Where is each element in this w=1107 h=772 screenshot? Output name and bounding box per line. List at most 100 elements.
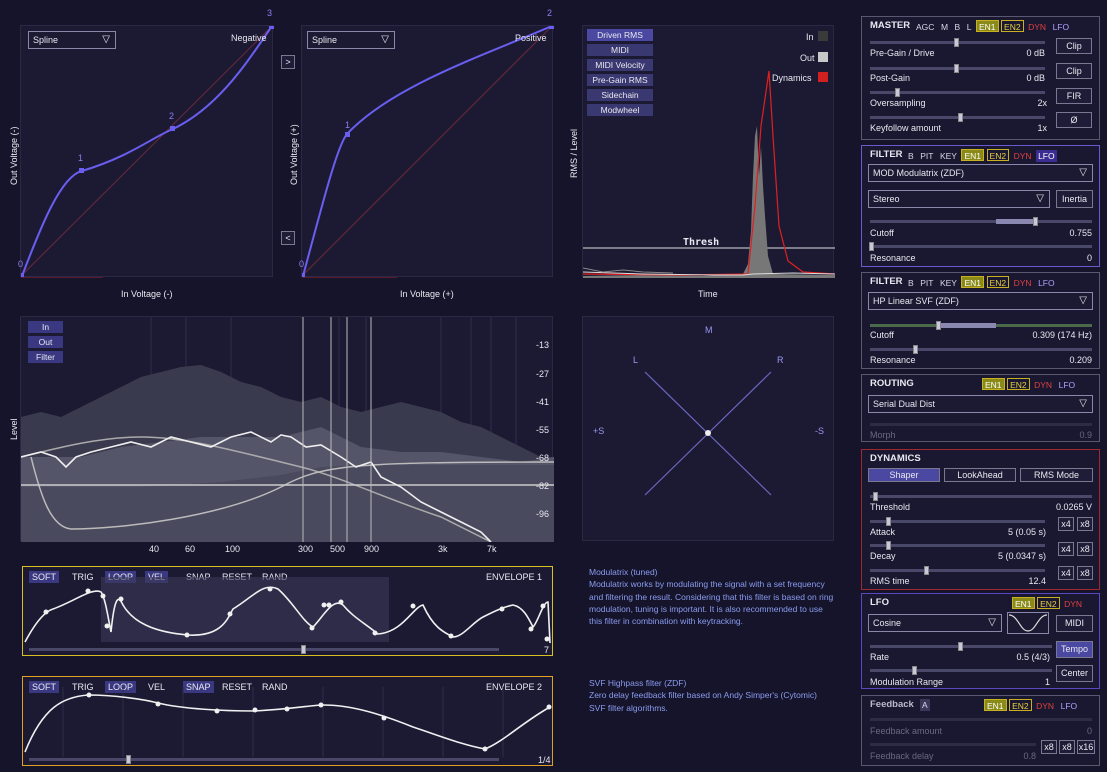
env2-soft[interactable]: SOFT bbox=[29, 681, 59, 693]
rms-x8-button[interactable]: x8 bbox=[1077, 566, 1093, 580]
feedback-x8-button-2[interactable]: x8 bbox=[1059, 740, 1075, 754]
master-chip-en2[interactable]: EN2 bbox=[1001, 20, 1024, 32]
feedback-chip-en2[interactable]: EN2 bbox=[1009, 699, 1032, 711]
env1-trig[interactable]: TRIG bbox=[72, 572, 94, 582]
spectrum-out-button[interactable]: Out bbox=[28, 336, 63, 348]
keyfollow-knob[interactable] bbox=[958, 113, 963, 122]
lfo-midi-button[interactable]: MIDI bbox=[1056, 615, 1093, 632]
env1-curve[interactable] bbox=[23, 577, 554, 647]
filter2-resonance-slider[interactable] bbox=[870, 345, 1092, 354]
feedback-chip-dyn[interactable]: DYN bbox=[1036, 701, 1055, 711]
env2-trig[interactable]: TRIG bbox=[72, 682, 94, 692]
decay-x8-button[interactable]: x8 bbox=[1077, 542, 1093, 556]
filter2-type-select[interactable]: HP Linear SVF (ZDF) ▽ bbox=[868, 292, 1093, 310]
filter2-cutoff-slider[interactable] bbox=[870, 321, 1092, 330]
feedback-chip-en1[interactable]: EN1 bbox=[984, 699, 1007, 711]
filter1-resonance-knob[interactable] bbox=[869, 242, 874, 251]
source-modwheel[interactable]: Modwheel bbox=[587, 104, 653, 116]
threshold-knob[interactable] bbox=[873, 492, 878, 501]
inertia-button[interactable]: Inertia bbox=[1056, 190, 1093, 208]
master-chip-lfo[interactable]: LFO bbox=[1052, 22, 1070, 32]
shaper-positive-curve[interactable] bbox=[302, 26, 554, 278]
filter1-chip-en1[interactable]: EN1 bbox=[961, 149, 985, 161]
env2-rand[interactable]: RAND bbox=[262, 682, 288, 692]
decay-slider[interactable] bbox=[870, 541, 1045, 550]
shaper-negative-select[interactable]: Spline ▽ bbox=[28, 31, 116, 49]
filter1-chip-key[interactable]: KEY bbox=[939, 151, 957, 161]
lfo-rate-slider[interactable] bbox=[870, 642, 1052, 651]
phase-invert-button[interactable]: Ø bbox=[1056, 112, 1092, 128]
pregain-clip-button[interactable]: Clip bbox=[1056, 38, 1092, 54]
shaper-positive-plot[interactable]: 0 1 2 bbox=[299, 8, 554, 278]
keyfollow-slider[interactable] bbox=[870, 113, 1045, 122]
env1-slider[interactable] bbox=[29, 645, 499, 654]
env2-loop[interactable]: LOOP bbox=[105, 681, 137, 693]
filter1-cutoff-slider[interactable] bbox=[870, 217, 1092, 226]
copy-left-button[interactable]: < bbox=[281, 231, 295, 245]
filter2-chip-lfo[interactable]: LFO bbox=[1038, 278, 1055, 288]
shaper-negative-plot[interactable]: 0 1 2 3 bbox=[18, 8, 274, 278]
master-chip-b[interactable]: B bbox=[954, 22, 961, 32]
master-chip-dyn[interactable]: DYN bbox=[1028, 22, 1047, 32]
lfo-chip-en2[interactable]: EN2 bbox=[1037, 597, 1060, 609]
decay-knob[interactable] bbox=[886, 541, 891, 550]
shaper-mode-button[interactable]: Shaper bbox=[868, 468, 940, 482]
master-chip-en1[interactable]: EN1 bbox=[975, 20, 999, 32]
filter2-chip-en1[interactable]: EN1 bbox=[961, 276, 985, 288]
shaper-negative-curve[interactable] bbox=[21, 26, 274, 278]
spectrum-in-button[interactable]: In bbox=[28, 321, 63, 333]
shaper-positive-select[interactable]: Spline ▽ bbox=[307, 31, 395, 49]
env2-reset[interactable]: RESET bbox=[222, 682, 253, 692]
env2-slider[interactable] bbox=[29, 755, 499, 764]
lfo-center-button[interactable]: Center bbox=[1056, 665, 1093, 682]
filter1-resonance-slider[interactable] bbox=[869, 242, 1092, 251]
oversampling-knob[interactable] bbox=[895, 88, 900, 97]
lfo-wave-select[interactable]: Cosine ▽ bbox=[868, 614, 1002, 632]
attack-slider[interactable] bbox=[870, 517, 1045, 526]
lfo-range-knob[interactable] bbox=[912, 666, 917, 675]
postgain-clip-button[interactable]: Clip bbox=[1056, 63, 1092, 79]
filter1-chip-dyn[interactable]: DYN bbox=[1013, 151, 1032, 161]
filter1-type-select[interactable]: MOD Modulatrix (ZDF) ▽ bbox=[868, 164, 1093, 182]
routing-chip-en2[interactable]: EN2 bbox=[1007, 378, 1030, 390]
filter2-chip-key[interactable]: KEY bbox=[939, 278, 957, 288]
threshold-slider[interactable] bbox=[870, 492, 1092, 501]
routing-select[interactable]: Serial Dual Dist ▽ bbox=[868, 395, 1093, 413]
rms-mode-button[interactable]: RMS Mode bbox=[1020, 468, 1093, 482]
source-midi[interactable]: MIDI bbox=[587, 44, 653, 56]
pregain-slider[interactable] bbox=[870, 38, 1045, 47]
master-chip-agc[interactable]: AGC bbox=[916, 22, 935, 32]
oversampling-slider[interactable] bbox=[870, 88, 1045, 97]
spectrum-filter-button[interactable]: Filter bbox=[28, 351, 63, 363]
routing-chip-dyn[interactable]: DYN bbox=[1034, 380, 1053, 390]
routing-chip-lfo[interactable]: LFO bbox=[1058, 380, 1076, 390]
env2-slider-knob[interactable] bbox=[126, 755, 131, 764]
legend-dynamics-swatch[interactable] bbox=[818, 72, 828, 82]
feedback-amount-slider[interactable] bbox=[870, 718, 1092, 721]
postgain-slider[interactable] bbox=[870, 64, 1045, 73]
env2-snap[interactable]: SNAP bbox=[183, 681, 214, 693]
filter1-stereo-select[interactable]: Stereo ▽ bbox=[868, 190, 1050, 208]
lfo-rate-knob[interactable] bbox=[958, 642, 963, 651]
filter2-chip-en2[interactable]: EN2 bbox=[986, 276, 1010, 288]
lfo-tempo-button[interactable]: Tempo bbox=[1056, 641, 1093, 658]
routing-chip-en1[interactable]: EN1 bbox=[982, 378, 1005, 390]
pregain-knob[interactable] bbox=[954, 38, 959, 47]
morph-slider[interactable] bbox=[870, 423, 1092, 426]
source-sidechain[interactable]: Sidechain bbox=[587, 89, 653, 101]
attack-x4-button[interactable]: x4 bbox=[1058, 517, 1074, 531]
filter1-chip-lfo[interactable]: LFO bbox=[1036, 150, 1057, 162]
filter1-cutoff-knob[interactable] bbox=[1033, 217, 1038, 226]
filter2-chip-b[interactable]: B bbox=[908, 278, 914, 288]
feedback-delay-slider[interactable] bbox=[870, 743, 1036, 746]
lfo-range-slider[interactable] bbox=[870, 666, 1052, 675]
filter2-chip-dyn[interactable]: DYN bbox=[1013, 278, 1032, 288]
master-chip-l[interactable]: L bbox=[966, 22, 972, 32]
source-driven-rms[interactable]: Driven RMS bbox=[587, 29, 653, 41]
env2-curve[interactable] bbox=[23, 687, 554, 757]
source-midi-velocity[interactable]: MIDI Velocity bbox=[587, 59, 653, 71]
feedback-x8-button-1[interactable]: x8 bbox=[1041, 740, 1057, 754]
decay-x4-button[interactable]: x4 bbox=[1058, 542, 1074, 556]
env1-soft[interactable]: SOFT bbox=[29, 571, 59, 583]
postgain-knob[interactable] bbox=[954, 64, 959, 73]
